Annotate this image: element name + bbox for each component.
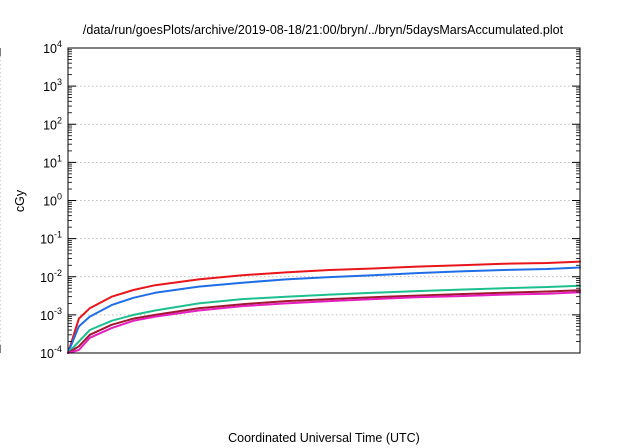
tick-layer	[0, 47, 580, 354]
y-tick-label-base: 10	[43, 42, 57, 56]
y-tick-label: 10-1	[40, 230, 62, 247]
x-axis-label: Coordinated Universal Time (UTC)	[228, 431, 420, 445]
y-tick-label: 102	[43, 115, 62, 132]
y-tick-label-exponent: -4	[54, 344, 62, 354]
y-tick-label-exponent: 2	[57, 115, 62, 125]
series-line-4	[67, 289, 581, 354]
y-tick-label-exponent: 0	[57, 192, 62, 202]
series-line-5	[67, 291, 581, 354]
series-line-2	[67, 266, 581, 354]
y-tick-label: 10-3	[40, 306, 62, 323]
y-tick-label-exponent: 4	[57, 39, 62, 49]
y-tick-label-base: 10	[43, 118, 57, 132]
y-axis-label: cGy	[13, 189, 27, 212]
series-layer	[67, 260, 581, 354]
y-tick-label: 10-2	[40, 268, 62, 285]
y-tick-label-base: 10	[40, 233, 54, 247]
y-tick-label-exponent: -2	[54, 268, 62, 278]
y-tick-label-base: 10	[40, 271, 54, 285]
y-tick-label: 104	[43, 39, 62, 56]
series-line-1	[67, 260, 581, 354]
y-tick-label: 10-4	[40, 344, 62, 361]
y-tick-label-base: 10	[43, 80, 57, 94]
y-tick-label-exponent: 1	[57, 153, 62, 163]
y-tick-label: 103	[43, 77, 62, 94]
y-tick-label-exponent: -1	[54, 230, 62, 240]
y-tick-label-exponent: -3	[54, 306, 62, 316]
y-tick-label-exponent: 3	[57, 77, 62, 87]
series-line-3	[67, 284, 581, 354]
grid-layer	[0, 48, 580, 353]
y-tick-label-base: 10	[40, 309, 54, 323]
chart-title: /data/run/goesPlots/archive/2019-08-18/2…	[83, 23, 564, 37]
y-tick-label-base: 10	[43, 156, 57, 170]
y-tick-label: 101	[43, 153, 62, 170]
y-tick-label: 100	[43, 192, 62, 209]
y-tick-label-base: 10	[40, 347, 54, 361]
y-tick-label-base: 10	[43, 195, 57, 209]
